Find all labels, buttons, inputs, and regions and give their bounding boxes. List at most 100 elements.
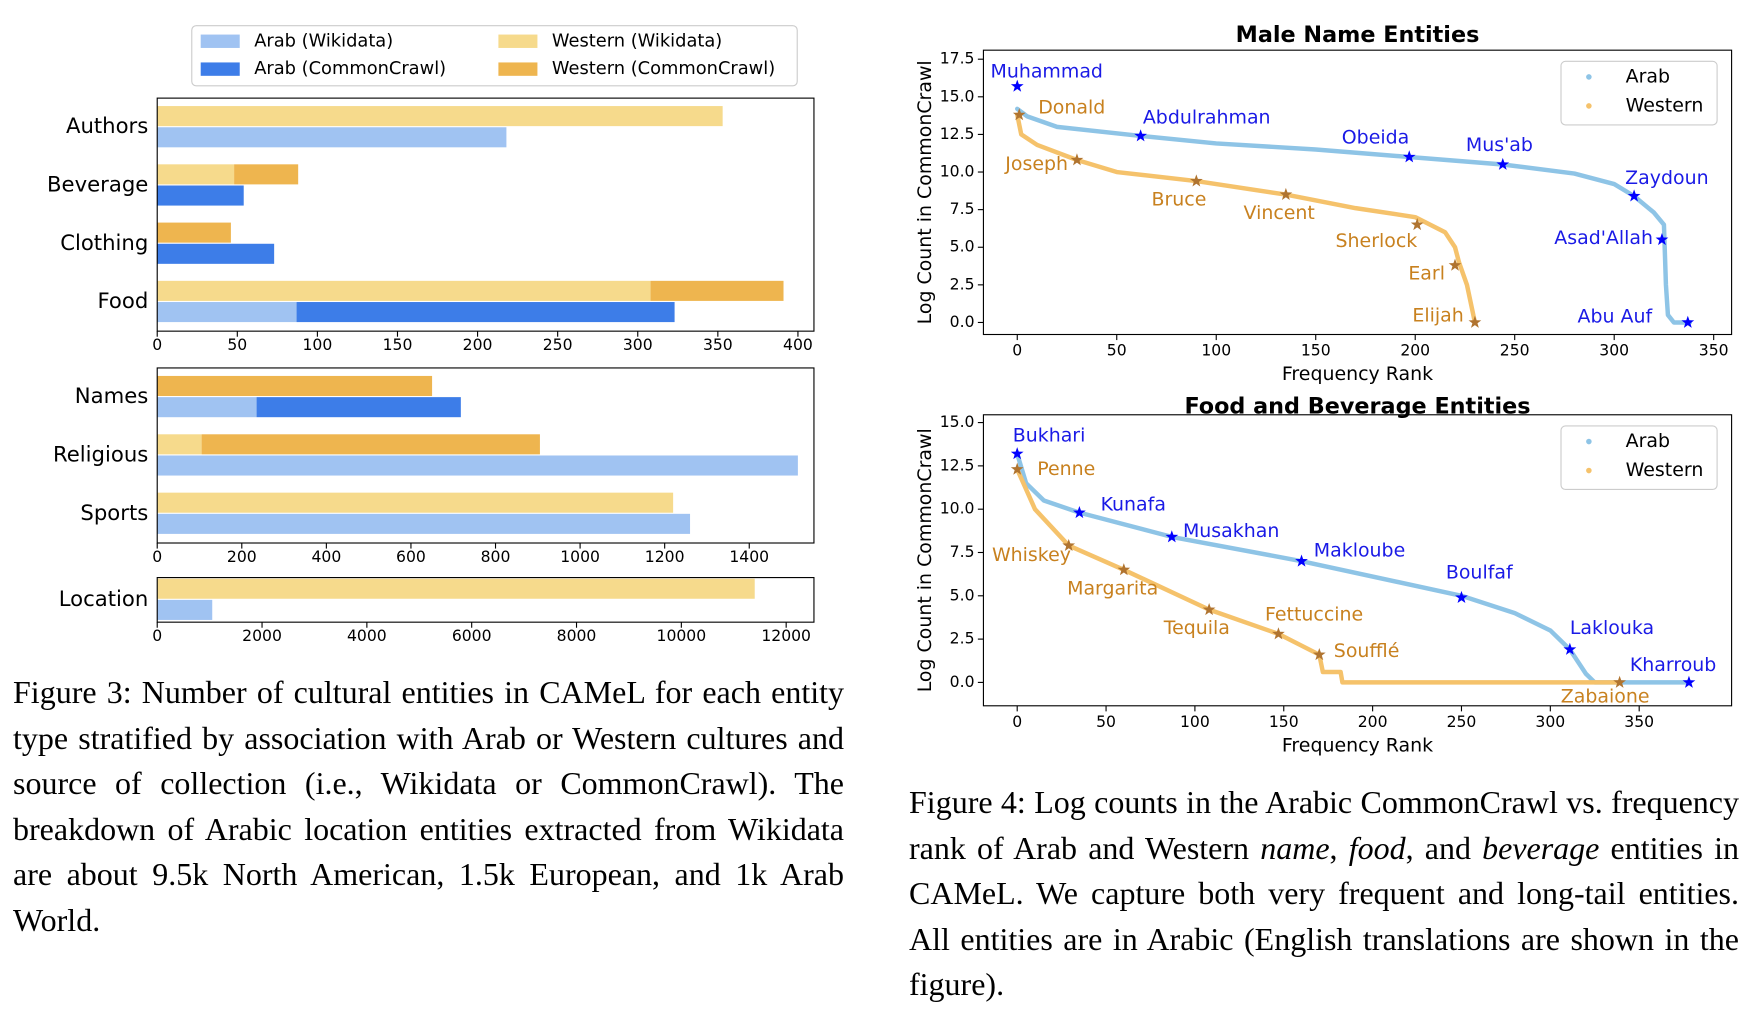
x-tick-label: 350 xyxy=(703,336,733,354)
star-marker xyxy=(1682,675,1696,688)
x-tick-label: 8000 xyxy=(557,627,597,645)
annotation: Whiskey xyxy=(992,544,1071,566)
y-tick-label: 17.5 xyxy=(940,50,975,68)
x-tick-label: 300 xyxy=(1599,342,1629,360)
plot-frame xyxy=(982,49,1733,336)
legend-box xyxy=(191,25,798,87)
bar xyxy=(157,127,507,148)
annotation: Bukhari xyxy=(1013,424,1086,446)
x-tick-label: 100 xyxy=(302,336,332,354)
annotation: Earl xyxy=(1408,263,1445,285)
x-tick-label: 0 xyxy=(1012,342,1022,360)
x-tick-label: 1000 xyxy=(560,548,600,566)
star-marker xyxy=(1073,505,1086,519)
annotation: Asad'Allah xyxy=(1554,227,1653,249)
chart-title: Male Name Entities xyxy=(1236,22,1480,48)
x-axis-label: Frequency Rank xyxy=(1282,734,1433,756)
star-marker xyxy=(1563,642,1577,655)
legend-swatch xyxy=(200,34,240,48)
star-marker xyxy=(1202,602,1216,616)
bar xyxy=(157,397,257,418)
category-label: Religious xyxy=(53,441,148,466)
annotation: Elijah xyxy=(1412,304,1463,326)
x-tick-label: 200 xyxy=(1400,342,1430,360)
y-tick-label: 15.0 xyxy=(940,413,975,431)
star-marker xyxy=(1448,258,1462,271)
legend-label: Western (CommonCrawl) xyxy=(552,58,775,79)
category-label: Beverage xyxy=(47,172,148,197)
star-marker xyxy=(1134,129,1147,142)
data-line xyxy=(1015,112,1478,325)
star-marker xyxy=(1165,530,1179,543)
bar xyxy=(157,106,723,127)
x-tick-label: 1400 xyxy=(729,548,769,566)
legend-label: Arab xyxy=(1626,65,1670,87)
bar xyxy=(157,375,433,397)
caption-segment: food xyxy=(1348,829,1406,866)
bar xyxy=(650,280,784,301)
annotation: Joseph xyxy=(1004,153,1068,175)
star-marker xyxy=(1010,79,1024,92)
x-tick-label: 12000 xyxy=(761,627,811,645)
star-marker xyxy=(1627,189,1641,202)
y-tick-label: 2.5 xyxy=(950,275,975,293)
caption-segment: entities in CAMeL. We capture both very … xyxy=(909,829,1740,1003)
bar xyxy=(157,185,244,206)
star-marker xyxy=(1455,590,1468,603)
bar xyxy=(157,492,674,513)
x-tick-label: 2000 xyxy=(242,627,282,645)
star-marker xyxy=(1402,150,1416,163)
annotation: Tequila xyxy=(1163,617,1230,639)
x-tick-label: 250 xyxy=(1500,342,1530,360)
star-marker xyxy=(1312,648,1326,661)
x-tick-label: 350 xyxy=(1624,713,1654,731)
x-tick-label: 100 xyxy=(1201,342,1231,360)
caption-segment: beverage xyxy=(1482,829,1600,866)
y-tick-label: 10.0 xyxy=(940,500,975,518)
caption-segment: , and xyxy=(1405,829,1483,866)
bar xyxy=(234,164,299,185)
x-tick-label: 50 xyxy=(1096,713,1116,731)
star-marker xyxy=(1117,563,1131,576)
star-marker xyxy=(1189,174,1203,187)
y-tick-label: 5.0 xyxy=(950,586,975,604)
bar xyxy=(256,397,461,418)
plot-frame xyxy=(156,367,815,544)
x-tick-label: 400 xyxy=(783,336,813,354)
y-tick-label: 12.5 xyxy=(940,456,975,474)
annotation: Makloube xyxy=(1314,540,1405,562)
bar xyxy=(157,280,651,301)
x-tick-label: 150 xyxy=(1269,713,1299,731)
annotation: Margarita xyxy=(1067,577,1158,599)
category-label: Food xyxy=(98,288,149,313)
category-label: Authors xyxy=(66,113,148,138)
x-tick-label: 0 xyxy=(152,548,162,566)
star-marker xyxy=(1496,157,1510,170)
y-tick-label: 10.0 xyxy=(940,163,975,181)
bar xyxy=(157,302,297,323)
annotation: Sherlock xyxy=(1336,230,1418,252)
y-tick-label: 2.5 xyxy=(950,630,975,648)
legend-label: Arab (CommonCrawl) xyxy=(254,58,446,79)
star-marker xyxy=(1010,447,1024,460)
annotation: Musakhan xyxy=(1183,520,1279,542)
plot-frame xyxy=(982,414,1733,707)
star-marker xyxy=(1012,108,1026,121)
x-tick-label: 4000 xyxy=(347,627,387,645)
annotation: Kharroub xyxy=(1630,654,1716,676)
x-tick-label: 250 xyxy=(543,336,573,354)
x-tick-label: 250 xyxy=(1447,713,1477,731)
annotation: Mus'ab xyxy=(1466,134,1533,156)
annotation: Abu Auf xyxy=(1578,305,1654,327)
x-tick-label: 300 xyxy=(623,336,653,354)
category-label: Location xyxy=(59,586,149,611)
annotation: Abdulrahman xyxy=(1143,107,1271,129)
bar xyxy=(157,243,275,264)
star-marker xyxy=(1655,233,1669,246)
x-tick-label: 200 xyxy=(1358,713,1388,731)
star-marker xyxy=(1295,554,1308,567)
bar xyxy=(296,302,675,323)
star-marker xyxy=(1062,538,1076,551)
category-label: Names xyxy=(75,383,149,408)
